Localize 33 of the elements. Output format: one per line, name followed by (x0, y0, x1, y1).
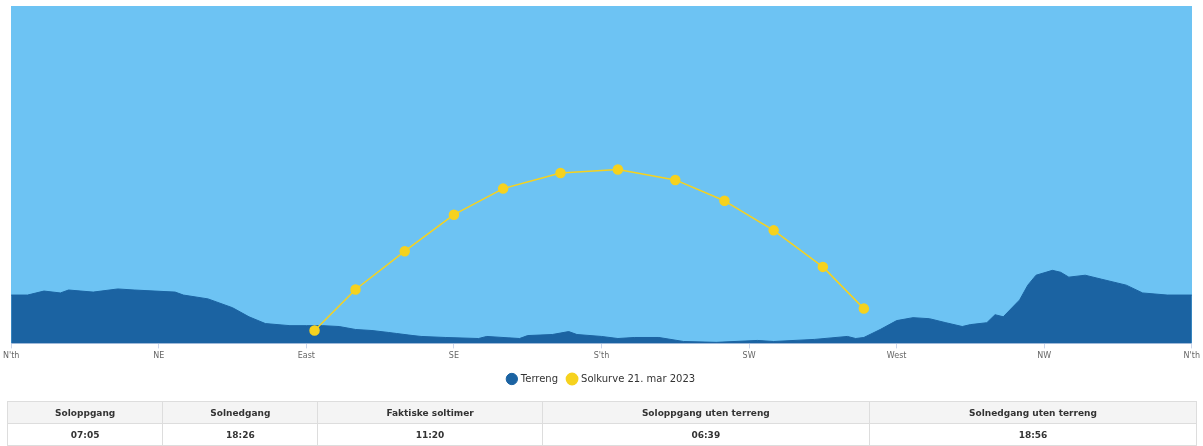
x-tick-label: N'th (3, 351, 20, 361)
text: 18:56 (869, 423, 1197, 446)
point (858, 303, 870, 314)
point (768, 225, 779, 236)
text: Solnedgang uten terreng (869, 401, 1197, 424)
text: 11:20 (317, 423, 543, 446)
legend-label: Terreng (519, 372, 559, 384)
point (670, 174, 681, 186)
x-tick-label: N'th (1183, 351, 1200, 361)
point (350, 284, 361, 295)
text: 07:05 (7, 423, 163, 446)
text: 06:39 (542, 423, 870, 446)
point (448, 209, 460, 220)
x-tick-label: West (886, 351, 907, 361)
x-tick-label: East (297, 351, 315, 361)
x-tick-label: SW (742, 351, 756, 361)
legend-label: Solkurve 21. mar 2023 (581, 372, 696, 384)
text: Soloppgang (7, 401, 163, 424)
point (497, 183, 509, 194)
point (399, 245, 410, 257)
text: Soloppgang uten terreng (542, 401, 870, 424)
x-tick-label: S'th (593, 351, 610, 361)
point (612, 164, 624, 175)
x-tick-label: SE (448, 351, 459, 361)
point (817, 261, 829, 273)
point (719, 195, 730, 207)
x-tick-label: NW (1037, 351, 1052, 361)
x-tick-label: NE (153, 351, 165, 361)
point (309, 325, 320, 336)
text: 18:26 (162, 423, 318, 446)
text: Faktiske soltimer (317, 401, 543, 424)
point (555, 167, 566, 179)
text: Solnedgang (162, 401, 318, 424)
